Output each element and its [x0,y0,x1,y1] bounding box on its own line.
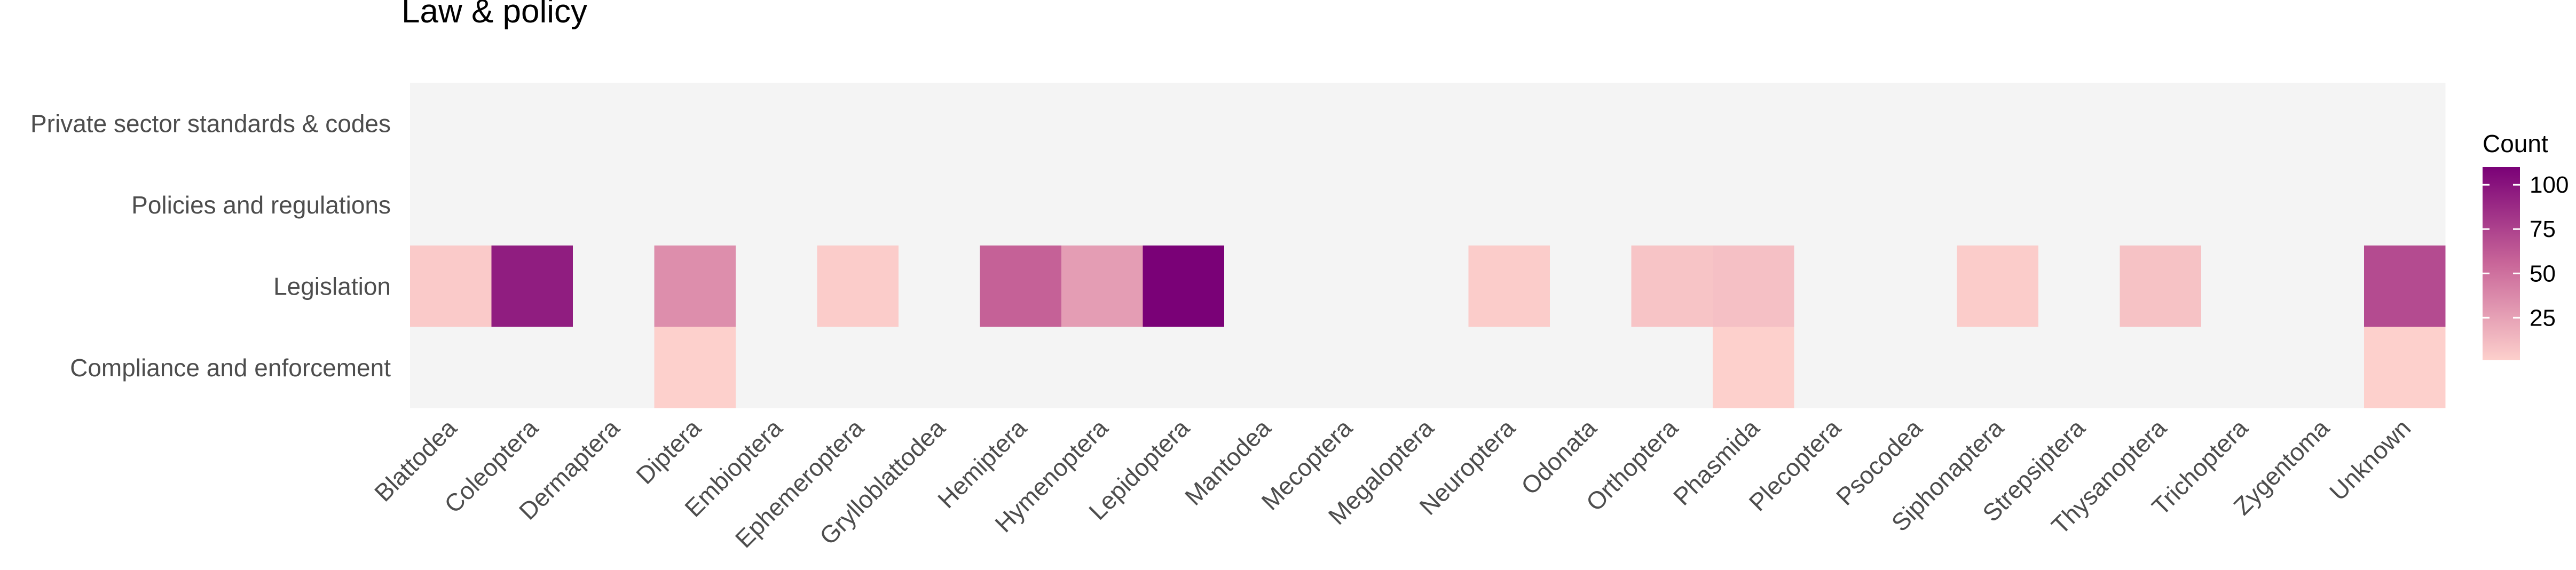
cell-orthoptera-legislation [1631,246,1713,327]
cell-hemiptera-legislation [980,246,1061,327]
legend-label-100: 100 [2530,172,2569,198]
plot-panel [410,83,2446,408]
cell-lepidoptera-legislation [1143,246,1224,327]
cell-neuroptera-legislation [1468,246,1550,327]
cell-diptera-legislation [654,246,736,327]
cell-phasmida-compliance-and-enforcement [1713,327,1794,408]
y-tick-policies-and-regulations: Policies and regulations [131,191,391,219]
legend-ticks: 25 50 75 100 [2483,172,2569,331]
x-tick-odonata: Odonata [1516,414,1602,500]
cell-phasmida-legislation [1713,246,1794,327]
cell-blattodea-legislation [410,246,492,327]
x-tick-diptera: Diptera [631,414,706,489]
cell-ephemeroptera-legislation [817,246,899,327]
color-legend: Count 25 50 75 100 [2483,130,2569,360]
cell-hymenoptera-legislation [1061,246,1143,327]
cell-thysanoptera-legislation [2120,246,2201,327]
legend-label-25: 25 [2530,305,2556,331]
y-tick-compliance-and-enforcement: Compliance and enforcement [70,354,391,382]
cell-coleoptera-legislation [491,246,573,327]
x-tick-unknown: Unknown [2324,414,2416,505]
legend-colorbar [2483,167,2520,360]
heatmap-cells [410,246,2446,408]
cell-unknown-legislation [2364,246,2446,327]
y-tick-private-sector-standards-codes: Private sector standards & codes [30,109,391,137]
legend-label-75: 75 [2530,216,2556,242]
cell-unknown-compliance-and-enforcement [2364,327,2446,408]
chart-title: Law & policy [401,0,587,30]
legend-title: Count [2483,130,2548,157]
y-axis-tick-labels: Private sector standards & codes Policies… [30,109,391,382]
cell-siphonaptera-legislation [1957,246,2038,327]
legend-label-50: 50 [2530,260,2556,287]
cell-diptera-compliance-and-enforcement [654,327,736,408]
y-tick-legislation: Legislation [273,272,391,300]
